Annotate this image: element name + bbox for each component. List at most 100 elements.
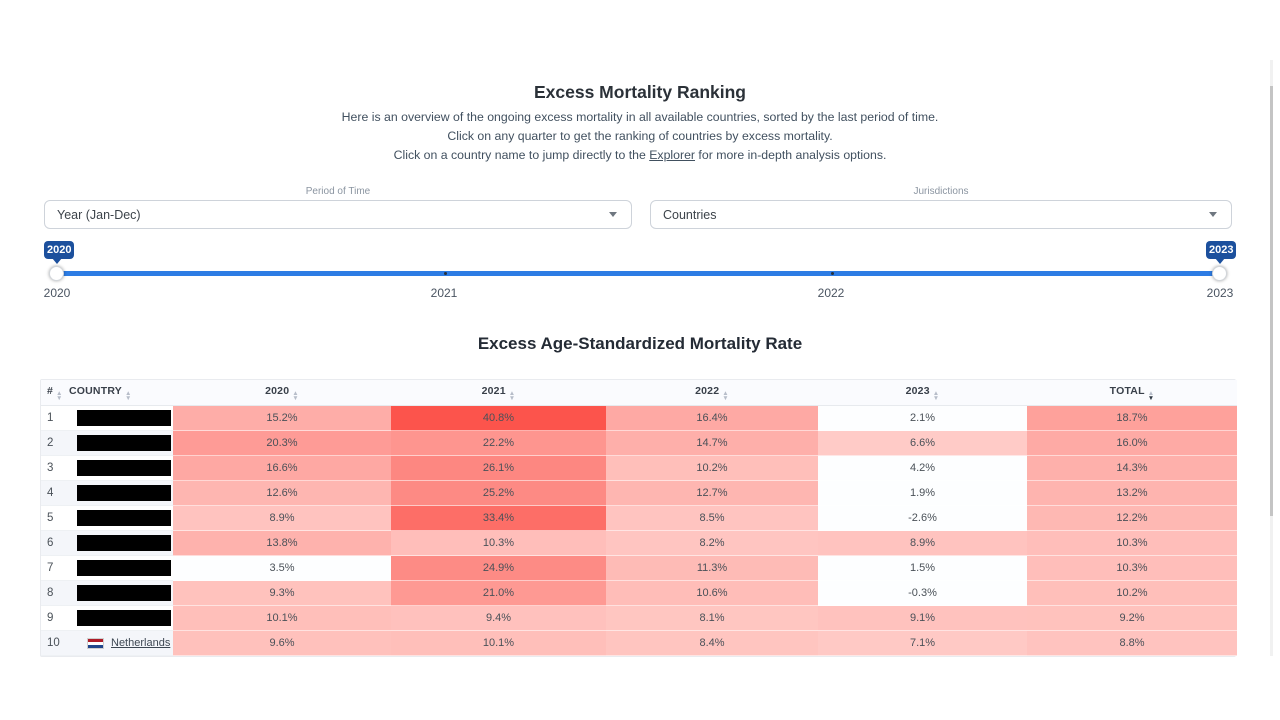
rank-cell: 4	[41, 480, 63, 506]
value-cell-total[interactable]: 13.2%	[1027, 480, 1237, 506]
value-cell-2020[interactable]: 12.6%	[173, 480, 391, 506]
value-cell-2021[interactable]: 10.3%	[391, 530, 606, 556]
value-cell-2023[interactable]: 4.2%	[818, 455, 1027, 481]
country-cell[interactable]: Netherlands	[63, 630, 173, 656]
country-link[interactable]: Netherlands	[111, 637, 171, 649]
column-header-2022[interactable]: 2022 ▲ ▼	[606, 380, 818, 406]
sort-icon: ▲ ▼	[1147, 389, 1155, 402]
value-cell-2023[interactable]: 1.9%	[818, 480, 1027, 506]
value-cell-2021[interactable]: 21.0%	[391, 580, 606, 606]
rank-cell: 1	[41, 405, 63, 431]
value-cell-2020[interactable]: 20.3%	[173, 430, 391, 456]
subtitle-line-3-suffix: for more in-depth analysis options.	[695, 148, 887, 162]
value-cell-total[interactable]: 16.0%	[1027, 430, 1237, 456]
netherlands-flag-icon	[87, 637, 104, 649]
value-cell-2021[interactable]: 22.2%	[391, 430, 606, 456]
country-cell	[63, 405, 173, 431]
value-cell-total[interactable]: 8.8%	[1027, 630, 1237, 656]
value-cell-2022[interactable]: 8.5%	[606, 505, 818, 531]
table-row: 8 9.3% 21.0% 10.6% -0.3% 10.2%	[41, 580, 1237, 606]
value-cell-2022[interactable]: 12.7%	[606, 480, 818, 506]
value-cell-2020[interactable]: 16.6%	[173, 455, 391, 481]
value-cell-2022[interactable]: 10.2%	[606, 455, 818, 481]
country-cell	[63, 580, 173, 606]
rank-cell: 10	[41, 630, 63, 656]
redacted-country-bar	[77, 560, 171, 576]
value-cell-2020[interactable]: 10.1%	[173, 605, 391, 631]
redacted-country-bar	[77, 410, 171, 426]
value-cell-2021[interactable]: 25.2%	[391, 480, 606, 506]
value-cell-2023[interactable]: -0.3%	[818, 580, 1027, 606]
value-cell-total[interactable]: 10.3%	[1027, 555, 1237, 581]
slider-handle-start[interactable]	[49, 266, 64, 281]
slider-start-badge: 2020	[44, 241, 75, 259]
value-cell-total[interactable]: 9.2%	[1027, 605, 1237, 631]
year-range-slider-track[interactable]	[57, 271, 1220, 276]
value-cell-total[interactable]: 10.3%	[1027, 530, 1237, 556]
value-cell-2020[interactable]: 13.8%	[173, 530, 391, 556]
value-cell-2020[interactable]: 9.6%	[173, 630, 391, 656]
ranking-table: # ▲ ▼ COUNTRY ▲ ▼ 2020 ▲ ▼ 2021 ▲ ▼ 2022 ▲ ▼ 2023 ▲ ▼ TOTA…	[40, 379, 1237, 657]
period-of-time-label: Period of Time	[305, 186, 371, 197]
country-cell	[63, 455, 173, 481]
value-cell-2022[interactable]: 8.1%	[606, 605, 818, 631]
slider-handle-end[interactable]	[1212, 266, 1227, 281]
slider-start-badge-pointer	[52, 258, 62, 264]
subtitle-line-3-prefix: Click on a country name to jump directly…	[393, 148, 650, 162]
value-cell-2021[interactable]: 33.4%	[391, 505, 606, 531]
value-cell-total[interactable]: 10.2%	[1027, 580, 1237, 606]
subtitle-line-3: Click on a country name to jump directly…	[0, 148, 1280, 162]
value-cell-2023[interactable]: -2.6%	[818, 505, 1027, 531]
value-cell-2020[interactable]: 9.3%	[173, 580, 391, 606]
column-label: 2023	[905, 384, 930, 397]
redacted-country-bar	[77, 460, 171, 476]
value-cell-total[interactable]: 14.3%	[1027, 455, 1237, 481]
value-cell-total[interactable]: 18.7%	[1027, 405, 1237, 431]
sort-icon: ▲ ▼	[124, 389, 132, 402]
value-cell-2022[interactable]: 8.2%	[606, 530, 818, 556]
value-cell-2023[interactable]: 1.5%	[818, 555, 1027, 581]
value-cell-2022[interactable]: 14.7%	[606, 430, 818, 456]
value-cell-2023[interactable]: 8.9%	[818, 530, 1027, 556]
value-cell-2020[interactable]: 15.2%	[173, 405, 391, 431]
country-cell	[63, 530, 173, 556]
jurisdictions-select[interactable]: Countries	[650, 200, 1232, 229]
column-label: COUNTRY	[69, 384, 122, 397]
value-cell-2022[interactable]: 11.3%	[606, 555, 818, 581]
table-row: 2 20.3% 22.2% 14.7% 6.6% 16.0%	[41, 430, 1237, 456]
value-cell-2021[interactable]: 40.8%	[391, 405, 606, 431]
column-header-country[interactable]: COUNTRY ▲ ▼	[63, 380, 173, 406]
value-cell-2023[interactable]: 7.1%	[818, 630, 1027, 656]
redacted-country-bar	[77, 585, 171, 601]
value-cell-2020[interactable]: 3.5%	[173, 555, 391, 581]
explorer-link[interactable]: Explorer	[649, 148, 696, 162]
table-row: 1 15.2% 40.8% 16.4% 2.1% 18.7%	[41, 405, 1237, 431]
column-header-2020[interactable]: 2020 ▲ ▼	[173, 380, 391, 406]
table-row: 3 16.6% 26.1% 10.2% 4.2% 14.3%	[41, 455, 1237, 481]
chevron-down-icon	[609, 212, 617, 217]
slider-tick-label: 2020	[43, 286, 71, 300]
column-header-[interactable]: # ▲ ▼	[41, 380, 63, 406]
value-cell-2022[interactable]: 8.4%	[606, 630, 818, 656]
value-cell-2021[interactable]: 10.1%	[391, 630, 606, 656]
value-cell-2022[interactable]: 10.6%	[606, 580, 818, 606]
value-cell-2021[interactable]: 26.1%	[391, 455, 606, 481]
table-row: 5 8.9% 33.4% 8.5% -2.6% 12.2%	[41, 505, 1237, 531]
table-row: 9 10.1% 9.4% 8.1% 9.1% 9.2%	[41, 605, 1237, 631]
value-cell-2022[interactable]: 16.4%	[606, 405, 818, 431]
value-cell-2021[interactable]: 24.9%	[391, 555, 606, 581]
value-cell-2020[interactable]: 8.9%	[173, 505, 391, 531]
value-cell-2023[interactable]: 9.1%	[818, 605, 1027, 631]
value-cell-2023[interactable]: 2.1%	[818, 405, 1027, 431]
value-cell-2023[interactable]: 6.6%	[818, 430, 1027, 456]
value-cell-total[interactable]: 12.2%	[1027, 505, 1237, 531]
scrollbar-thumb[interactable]	[1270, 86, 1273, 516]
column-header-2023[interactable]: 2023 ▲ ▼	[818, 380, 1027, 406]
column-header-2021[interactable]: 2021 ▲ ▼	[391, 380, 606, 406]
period-of-time-select[interactable]: Year (Jan-Dec)	[44, 200, 632, 229]
redacted-country-bar	[77, 485, 171, 501]
rank-cell: 7	[41, 555, 63, 581]
value-cell-2021[interactable]: 9.4%	[391, 605, 606, 631]
column-header-total[interactable]: TOTAL ▲ ▼	[1027, 380, 1237, 406]
